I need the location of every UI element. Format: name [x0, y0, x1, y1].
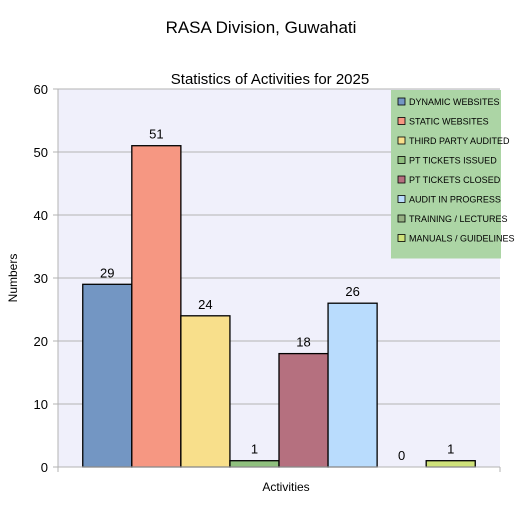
legend-label: STATIC WEBSITES [409, 117, 489, 127]
x-axis-title: Activities [262, 480, 309, 494]
y-tick-labels: 0 10 20 30 40 50 60 [34, 82, 48, 475]
data-label: 1 [251, 442, 258, 457]
data-label: 24 [198, 297, 212, 312]
data-label: 18 [296, 335, 310, 350]
bar [229, 460, 280, 468]
legend-swatch [397, 156, 406, 164]
legend-swatch [397, 214, 406, 223]
page-title: RASA Division, Guwahati [165, 18, 357, 37]
legend-label: AUDIT IN PROGRESS [409, 195, 501, 205]
y-tick-label: 40 [34, 208, 48, 223]
data-label: 51 [149, 127, 163, 142]
bar [82, 283, 133, 468]
y-tick-label: 50 [34, 145, 48, 160]
bars [82, 145, 476, 468]
bar [425, 460, 476, 468]
y-tick-label: 0 [41, 460, 48, 475]
legend-label: DYNAMIC WEBSITES [409, 97, 500, 107]
legend-label: MANUALS / GUIDELINES [409, 234, 515, 244]
legend-label: THIRD PARTY AUDITED [409, 136, 510, 146]
y-tick-label: 30 [34, 271, 48, 286]
legend-swatch [397, 234, 406, 242]
bar [131, 145, 182, 468]
data-label: 29 [100, 265, 114, 280]
data-label: 26 [345, 284, 359, 299]
y-tick-label: 20 [34, 334, 48, 349]
legend-label: PT TICKETS ISSUED [409, 156, 497, 166]
y-tick-label: 60 [34, 82, 48, 97]
data-label: 1 [447, 442, 454, 457]
data-label: 0 [398, 448, 405, 463]
legend-swatch [397, 97, 406, 106]
bar [180, 315, 231, 468]
legend-box [391, 90, 501, 259]
legend-label: PT TICKETS CLOSED [409, 175, 501, 185]
legend-swatch [397, 175, 406, 184]
legend-swatch [397, 117, 406, 125]
y-axis-title: Numbers [6, 254, 20, 303]
legend: DYNAMIC WEBSITES STATIC WEBSITES THIRD PAR… [391, 90, 515, 259]
chart-title: Statistics of Activities for 2025 [171, 71, 369, 88]
y-tick-label: 10 [34, 397, 48, 412]
bar [278, 352, 329, 468]
legend-swatch [397, 136, 406, 145]
data-labels: 29 51 24 1 18 26 0 1 [100, 127, 454, 463]
legend-swatch [397, 195, 406, 203]
axes [57, 89, 501, 472]
bar [327, 302, 378, 468]
legend-label: TRAINING / LECTURES [409, 214, 508, 224]
